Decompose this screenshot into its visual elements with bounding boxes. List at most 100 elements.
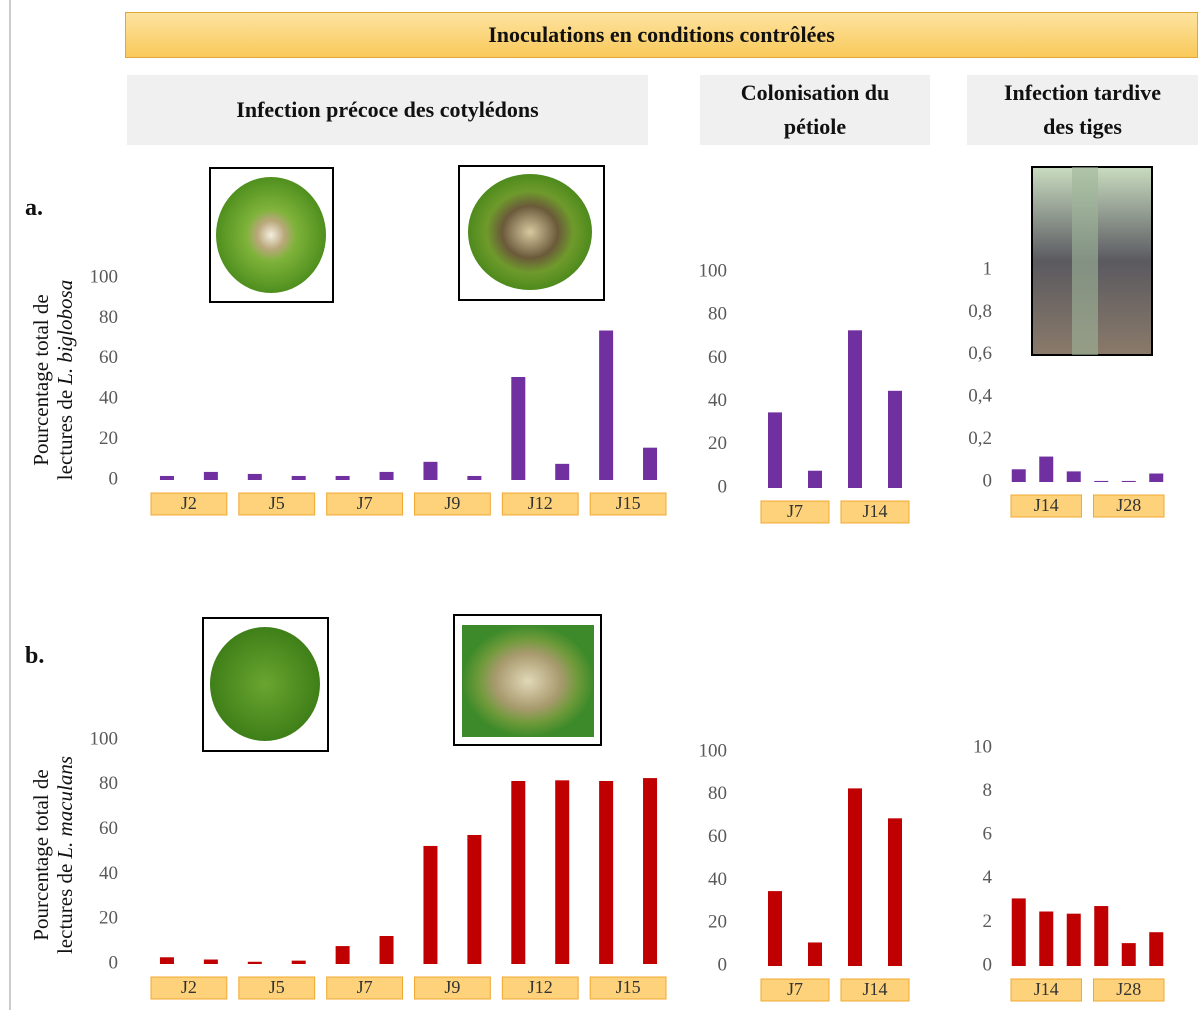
x-tick-label: J28 bbox=[1116, 495, 1141, 515]
category-box bbox=[589, 976, 667, 1000]
x-tick-label: J15 bbox=[616, 493, 641, 513]
bar bbox=[291, 475, 306, 480]
y-tick-label: 60 bbox=[99, 818, 118, 839]
bar bbox=[643, 778, 658, 964]
bar bbox=[1039, 911, 1054, 966]
header-banner: Inoculations en conditions contrôlées bbox=[125, 12, 1198, 58]
x-tick-label: J9 bbox=[444, 977, 460, 997]
category-box bbox=[414, 492, 491, 516]
category-box bbox=[326, 976, 403, 1000]
category-box bbox=[414, 976, 491, 1000]
bar bbox=[555, 780, 570, 964]
bar bbox=[848, 788, 862, 966]
bar bbox=[768, 412, 782, 488]
x-tick-label: J9 bbox=[444, 493, 460, 513]
category-box bbox=[840, 500, 910, 524]
bar bbox=[511, 780, 526, 964]
x-tick-label: J14 bbox=[1034, 495, 1059, 515]
y-tick-label: 0,6 bbox=[968, 343, 992, 364]
y-tick-label: 60 bbox=[708, 347, 727, 368]
stem-shape bbox=[1072, 167, 1098, 355]
y-tick-label: 40 bbox=[99, 863, 118, 884]
section-title: Infection précoce des cotylédons bbox=[127, 75, 648, 145]
bar bbox=[423, 845, 438, 964]
y-tick-label: 20 bbox=[99, 908, 118, 929]
y-tick-label: 100 bbox=[699, 260, 728, 281]
bar bbox=[1011, 898, 1026, 966]
bar bbox=[1066, 471, 1081, 482]
y-tick-label: 0 bbox=[718, 476, 728, 497]
x-tick-label: J15 bbox=[616, 977, 641, 997]
y-tick-label: 100 bbox=[90, 728, 119, 749]
y-tick-label: 20 bbox=[99, 428, 118, 449]
bar bbox=[335, 946, 350, 964]
y-tick-label: 0 bbox=[718, 954, 728, 975]
bar bbox=[1121, 480, 1136, 482]
bar bbox=[599, 330, 614, 480]
bar bbox=[247, 473, 262, 480]
panel-label: a. bbox=[25, 195, 43, 221]
y-tick-label: 0 bbox=[109, 468, 119, 489]
x-tick-label: J28 bbox=[1116, 979, 1141, 999]
bar bbox=[599, 780, 614, 964]
section-title: Colonisation du pétiole bbox=[700, 75, 930, 145]
x-tick-label: J5 bbox=[269, 977, 285, 997]
y-axis-label: Pourcentage total de bbox=[29, 294, 53, 465]
bar bbox=[643, 447, 658, 480]
bar bbox=[1149, 932, 1164, 966]
category-box bbox=[326, 492, 403, 516]
category-box bbox=[501, 976, 579, 1000]
bar bbox=[1094, 480, 1109, 482]
y-axis-label-part: lectures de bbox=[53, 864, 77, 954]
bar bbox=[423, 461, 438, 480]
y-tick-label: 80 bbox=[99, 307, 118, 328]
bar bbox=[203, 959, 218, 964]
y-axis-label: lectures de L. biglobosa bbox=[53, 280, 77, 480]
category-box bbox=[760, 500, 830, 524]
x-tick-label: J7 bbox=[787, 979, 803, 999]
y-axis-label-part: lectures de bbox=[53, 390, 77, 480]
y-tick-label: 0,2 bbox=[968, 428, 992, 449]
y-tick-label: 80 bbox=[708, 304, 727, 325]
bar bbox=[291, 960, 306, 964]
bar bbox=[379, 471, 394, 480]
bar bbox=[1011, 469, 1026, 482]
y-tick-label: 0 bbox=[983, 954, 993, 975]
y-tick-label: 20 bbox=[708, 433, 727, 454]
category-box bbox=[1093, 494, 1165, 518]
category-box bbox=[238, 976, 316, 1000]
category-box bbox=[589, 492, 667, 516]
y-tick-label: 60 bbox=[99, 347, 118, 368]
x-tick-label: J14 bbox=[862, 501, 887, 521]
bar bbox=[379, 936, 394, 964]
category-box bbox=[238, 492, 316, 516]
x-tick-label: J12 bbox=[528, 493, 553, 513]
bar bbox=[1039, 456, 1054, 482]
bar bbox=[768, 891, 782, 966]
x-tick-label: J14 bbox=[1034, 979, 1059, 999]
y-tick-label: 10 bbox=[973, 736, 992, 757]
bar bbox=[467, 475, 482, 480]
y-tick-label: 40 bbox=[99, 388, 118, 409]
y-tick-label: 20 bbox=[708, 912, 727, 933]
leaf-photo bbox=[210, 627, 320, 741]
category-box bbox=[150, 492, 228, 516]
category-box bbox=[1010, 978, 1082, 1002]
y-axis-label-species: L. maculans bbox=[53, 756, 77, 860]
y-tick-label: 0 bbox=[983, 470, 993, 491]
y-tick-label: 60 bbox=[708, 826, 727, 847]
category-box bbox=[1093, 978, 1165, 1002]
leaf-photo bbox=[216, 177, 326, 293]
section-title: Infection tardive des tiges bbox=[967, 75, 1198, 145]
x-tick-label: J7 bbox=[357, 493, 373, 513]
y-tick-label: 0,8 bbox=[968, 301, 992, 322]
bar bbox=[335, 475, 350, 480]
x-tick-label: J12 bbox=[528, 977, 553, 997]
x-tick-label: J7 bbox=[787, 501, 803, 521]
bar bbox=[159, 957, 174, 964]
y-tick-label: 8 bbox=[983, 780, 993, 801]
bar bbox=[203, 471, 218, 480]
y-tick-label: 80 bbox=[708, 783, 727, 804]
